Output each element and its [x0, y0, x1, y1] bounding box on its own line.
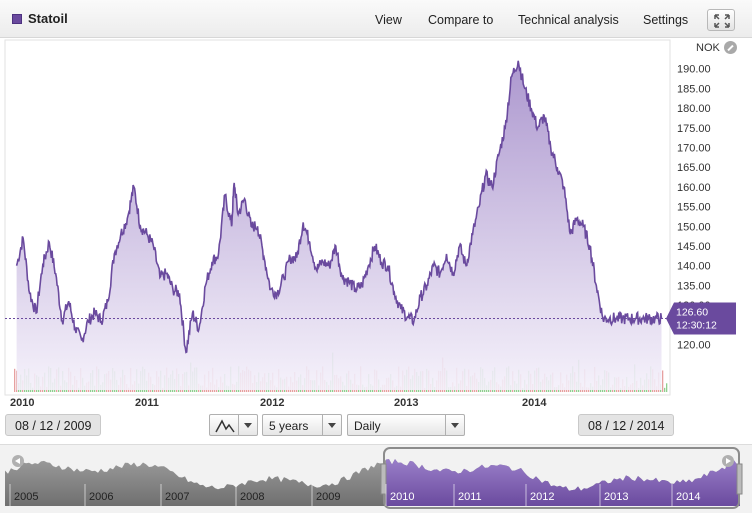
navigator-year-label: 2010 [390, 491, 414, 503]
instrument-title: Statoil [12, 11, 68, 26]
chart-header: Statoil View Compare to Technical analys… [0, 0, 752, 38]
expand-icon [714, 14, 730, 28]
chevron-down-icon [322, 415, 341, 435]
y-tick-label: 145.00 [677, 241, 711, 253]
compare-to-menu[interactable]: Compare to [428, 13, 494, 27]
technical-analysis-menu[interactable]: Technical analysis [518, 13, 619, 27]
navigator-year-label: 2008 [240, 491, 264, 503]
y-tick-label: 170.00 [677, 142, 711, 154]
interval-select[interactable]: Daily [347, 414, 465, 436]
x-tick-label: 2011 [135, 397, 159, 409]
navigator-year-label: 2012 [530, 491, 554, 503]
price-badge: 126.60 12:30:12 [666, 302, 736, 335]
scroll-left-icon[interactable] [12, 455, 24, 467]
y-axis: 120.00125.00130.00135.00140.00145.00150.… [677, 64, 711, 352]
scroll-right-icon[interactable] [722, 455, 734, 467]
x-axis: 2010 2011 2012 2013 2014 [10, 397, 547, 409]
price-area [16, 60, 662, 391]
x-tick-label: 2013 [394, 397, 418, 409]
navigator-year-label: 2006 [89, 491, 113, 503]
chart-type-select[interactable] [209, 414, 258, 436]
settings-menu[interactable]: Settings [643, 13, 689, 27]
chevron-down-icon [445, 415, 464, 435]
y-tick-label: 180.00 [677, 103, 711, 115]
navigator-year-label: 2013 [604, 491, 628, 503]
y-tick-label: 160.00 [677, 182, 711, 194]
navigator-left-handle[interactable] [380, 463, 387, 495]
x-tick-label: 2014 [522, 397, 547, 409]
fullscreen-button[interactable] [707, 9, 735, 31]
navigator-year-label: 2005 [14, 491, 38, 503]
y-tick-label: 185.00 [677, 83, 711, 95]
price-line [15, 60, 663, 354]
y-tick-label: 120.00 [677, 340, 711, 352]
volume-bar [664, 387, 666, 392]
y-tick-label: 175.00 [677, 123, 711, 135]
range-end-date[interactable]: 08 / 12 / 2014 [578, 414, 675, 436]
price-badge-value: 126.60 [676, 307, 708, 319]
x-tick-label: 2012 [260, 397, 284, 409]
y-tick-label: 190.00 [677, 64, 711, 76]
instrument-name: Statoil [28, 11, 68, 26]
y-tick-label: 155.00 [677, 202, 711, 214]
currency-label: NOK [696, 42, 720, 54]
chevron-down-icon [238, 415, 257, 435]
mountain-chart-icon [215, 419, 235, 433]
volume-bar [666, 383, 668, 392]
volume-bar [662, 370, 664, 392]
x-tick-label: 2010 [10, 397, 34, 409]
navigator-chart[interactable]: 2005 2006 2007 2008 2009 2010 2011 2012 2013 2014 [0, 444, 752, 513]
y-tick-label: 165.00 [677, 162, 711, 174]
navigator-year-label: 2009 [316, 491, 340, 503]
period-value: 5 years [269, 419, 309, 433]
price-badge-time: 12:30:12 [676, 320, 717, 332]
navigator-selected-area [386, 459, 740, 506]
volume-bar [14, 368, 16, 392]
navigator-right-handle[interactable] [736, 463, 743, 495]
series-color-swatch [12, 13, 22, 24]
navigator-year-label: 2007 [165, 491, 189, 503]
y-tick-label: 150.00 [677, 221, 711, 233]
price-chart[interactable]: 120.00125.00130.00135.00140.00145.00150.… [0, 0, 752, 444]
y-tick-label: 135.00 [677, 280, 711, 292]
y-tick-label: 140.00 [677, 261, 711, 273]
view-menu[interactable]: View [375, 13, 402, 27]
period-select[interactable]: 5 years [262, 414, 342, 436]
navigator-year-label: 2011 [458, 491, 482, 503]
wrench-icon[interactable] [724, 41, 737, 54]
navigator-year-label: 2014 [676, 491, 700, 503]
interval-value: Daily [354, 419, 381, 433]
range-start-date[interactable]: 08 / 12 / 2009 [5, 414, 102, 436]
navigator-years: 2005 2006 2007 2008 2009 2010 2011 2012 2013 2014 [9, 484, 700, 506]
